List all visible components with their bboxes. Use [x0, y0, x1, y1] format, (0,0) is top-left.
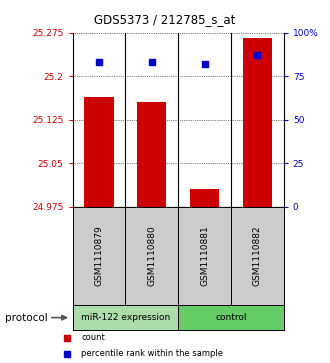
Text: GSM1110882: GSM1110882: [253, 225, 262, 286]
Text: miR-122 expression: miR-122 expression: [81, 313, 170, 322]
Bar: [243, 38, 272, 207]
Text: protocol: protocol: [5, 313, 48, 323]
Bar: [84, 97, 114, 207]
Text: GSM1110880: GSM1110880: [147, 225, 156, 286]
Text: percentile rank within the sample: percentile rank within the sample: [81, 349, 223, 358]
Text: GSM1110879: GSM1110879: [94, 225, 104, 286]
Text: count: count: [81, 333, 105, 342]
Point: [65, 351, 70, 356]
Point: [149, 60, 154, 65]
Text: GDS5373 / 212785_s_at: GDS5373 / 212785_s_at: [94, 13, 236, 26]
Bar: [137, 102, 166, 207]
Text: control: control: [215, 313, 247, 322]
Text: GSM1110881: GSM1110881: [200, 225, 209, 286]
Point: [255, 52, 260, 58]
Point: [65, 335, 70, 340]
Point: [202, 61, 207, 67]
Point: [96, 60, 102, 65]
Bar: [190, 189, 219, 207]
